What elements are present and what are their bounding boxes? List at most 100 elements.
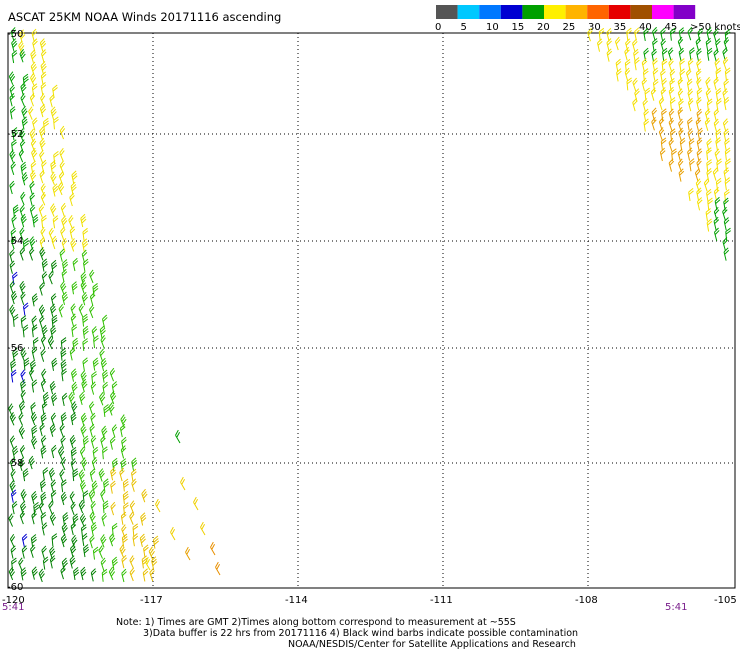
wind-barb [20, 191, 26, 206]
wind-barb [41, 271, 48, 285]
wind-barb [89, 511, 96, 525]
wind-barb [21, 533, 28, 547]
wind-barb [20, 161, 27, 175]
wind-barb [22, 237, 29, 251]
wind-barb [109, 367, 116, 382]
wind-barb [643, 108, 650, 122]
wind-barb [50, 303, 57, 317]
wind-barb [606, 48, 613, 62]
wind-barb [20, 82, 27, 96]
wind-barb [705, 88, 712, 102]
wind-barb [109, 436, 116, 450]
wind-barb [62, 259, 69, 273]
wind-barb [40, 61, 47, 75]
wind-barb [98, 545, 104, 559]
wind-barb [40, 445, 47, 459]
wind-barb [10, 27, 17, 41]
wind-barb [706, 188, 712, 203]
wind-barb [661, 47, 668, 61]
legend-label: 45 [665, 22, 678, 33]
wind-barb [61, 522, 68, 537]
wind-barb [678, 168, 685, 182]
wind-barb [50, 412, 57, 427]
wind-barb [68, 391, 75, 406]
wind-barb [31, 315, 37, 329]
wind-barb [80, 412, 88, 427]
wind-barb [90, 412, 96, 427]
wind-barb [20, 93, 26, 107]
wind-barb [40, 183, 46, 197]
wind-barb [597, 38, 603, 52]
wind-barb [100, 335, 106, 349]
wind-barb [30, 160, 37, 174]
wind-barb [62, 512, 69, 526]
wind-barb [30, 49, 37, 63]
wind-barb [69, 347, 76, 361]
wind-barb [715, 38, 721, 52]
wind-barb [641, 77, 648, 91]
legend-label: 10 [486, 22, 499, 33]
wind-barb [696, 197, 703, 211]
wind-barb [18, 40, 25, 55]
wind-barb [68, 215, 74, 229]
wind-barb [21, 545, 28, 559]
wind-barb [71, 281, 78, 295]
wind-barb [80, 524, 87, 538]
wind-barb [120, 414, 127, 428]
wind-barb [185, 546, 191, 561]
wind-barb [12, 348, 19, 362]
note-line-1: Note: 1) Times are GMT 2)Times along bot… [116, 617, 516, 628]
lat-label: -54 [7, 236, 23, 247]
wind-barb [706, 159, 713, 173]
lon-label: -120 [2, 595, 25, 606]
wind-barb [18, 412, 24, 426]
wind-barb [31, 28, 38, 43]
wind-barb [650, 87, 657, 101]
wind-barb [20, 347, 27, 362]
wind-barb [632, 38, 638, 53]
wind-barb [668, 137, 674, 152]
wind-barb [152, 535, 160, 549]
wind-barb [50, 160, 57, 174]
wind-barb [91, 480, 98, 494]
wind-barb [71, 381, 78, 396]
wind-barb [90, 522, 97, 536]
wind-barb [101, 512, 107, 527]
wind-barb [10, 235, 17, 250]
wind-barb [48, 467, 56, 482]
wind-barb [658, 127, 665, 141]
wind-barb [48, 270, 54, 285]
wind-barb [39, 422, 45, 437]
wind-barb [31, 293, 39, 307]
wind-barb [713, 28, 719, 43]
legend-swatch [479, 5, 501, 19]
wind-barb [23, 357, 30, 371]
wind-barb [31, 435, 38, 450]
wind-barb [33, 501, 40, 515]
wind-barb [170, 526, 176, 541]
wind-barb [723, 128, 730, 142]
lon-label: -111 [430, 595, 453, 606]
wind-barb [677, 148, 684, 162]
legend-swatch [565, 5, 588, 19]
lon-label: -117 [140, 595, 163, 606]
wind-barb [624, 46, 630, 61]
wind-barb [60, 491, 68, 506]
wind-barb [38, 204, 45, 218]
wind-barb [50, 171, 57, 186]
wind-barb [79, 479, 87, 494]
wind-barb [18, 457, 25, 472]
wind-barb [643, 47, 649, 61]
wind-barb [110, 467, 117, 481]
wind-barb [697, 28, 703, 42]
wind-barb [89, 304, 95, 319]
wind-barb [103, 404, 110, 418]
wind-barb [30, 544, 36, 558]
wind-barb [39, 315, 45, 329]
wind-barb [81, 378, 88, 393]
wind-barb [31, 566, 38, 580]
wind-barb [668, 58, 674, 72]
wind-barb [29, 236, 36, 250]
wind-barb [21, 172, 29, 186]
